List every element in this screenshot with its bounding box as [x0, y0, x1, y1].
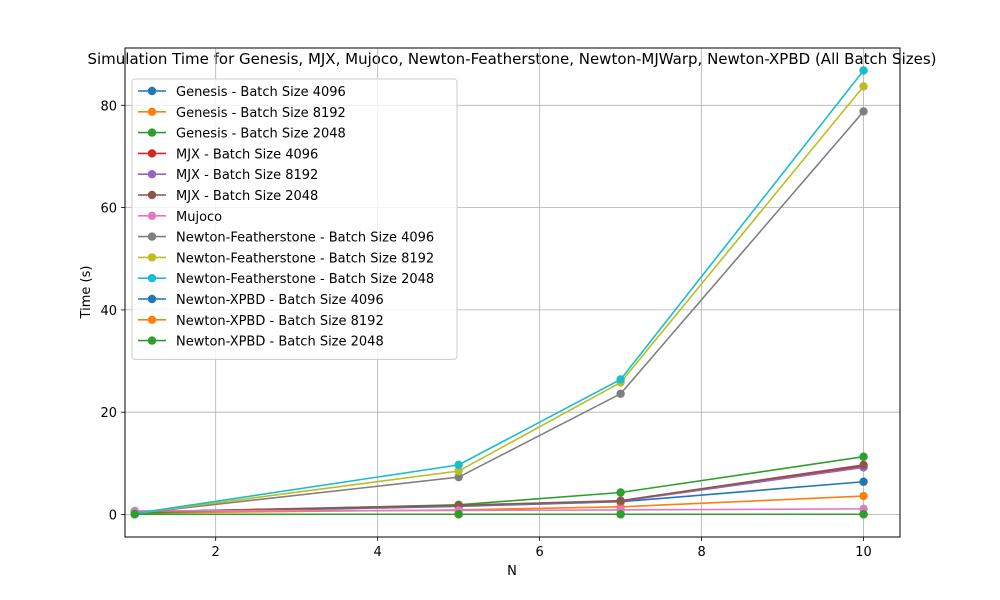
- data-point: [616, 375, 625, 384]
- y-tick-label: 0: [109, 508, 117, 523]
- series: [130, 452, 868, 518]
- series-line: [134, 508, 864, 512]
- data-point: [616, 496, 625, 505]
- data-point: [859, 66, 868, 75]
- series: [130, 463, 868, 517]
- legend-item: Mujoco: [138, 210, 222, 225]
- data-point: [859, 452, 868, 461]
- legend-label: Newton-Featherstone - Batch Size 4096: [176, 231, 434, 246]
- legend-marker: [147, 128, 157, 137]
- series-line: [134, 85, 865, 515]
- legend-item: MJX - Batch Size 2048: [138, 189, 318, 204]
- legend-label: MJX - Batch Size 2048: [176, 189, 318, 204]
- data-point: [859, 460, 868, 470]
- data-point: [859, 491, 868, 501]
- legend-item: Newton-Featherstone - Batch Size 2048: [138, 272, 434, 287]
- series: [130, 460, 868, 517]
- legend-marker: [147, 190, 157, 200]
- legend-item: Genesis - Batch Size 4096: [138, 85, 346, 100]
- y-axis-label: Time (s): [79, 266, 94, 320]
- y-tick-label: 20: [100, 406, 117, 421]
- legend-label: Newton-XPBD - Batch Size 2048: [176, 335, 384, 350]
- legend-label: Newton-XPBD - Batch Size 4096: [176, 293, 384, 308]
- legend-marker: [147, 253, 157, 262]
- x-tick-label: 4: [374, 545, 382, 560]
- legend-box: [131, 78, 458, 360]
- legend-item: Newton-Featherstone - Batch Size 8192: [138, 251, 434, 266]
- legend-item: Newton-XPBD - Batch Size 8192: [138, 314, 384, 329]
- legend-label: Genesis - Batch Size 4096: [176, 85, 346, 100]
- legend-label: Newton-Featherstone - Batch Size 8192: [176, 251, 434, 266]
- series: [130, 510, 868, 519]
- x-tick-label: 2: [212, 545, 220, 560]
- legend-label: Genesis - Batch Size 2048: [176, 127, 346, 142]
- series-line: [134, 70, 865, 515]
- series: [130, 66, 868, 518]
- y-tick-label: 40: [100, 304, 117, 319]
- legend-marker: [147, 232, 157, 241]
- y-tick-label: 60: [100, 202, 117, 217]
- legend-item: Newton-XPBD - Batch Size 2048: [138, 335, 384, 350]
- legend: Genesis - Batch Size 4096 Genesis - Batch…: [131, 78, 458, 360]
- x-tick-label: 10: [855, 545, 872, 560]
- data-point: [616, 389, 625, 398]
- plot-frame: [124, 47, 901, 538]
- legend-label: MJX - Batch Size 8192: [176, 168, 318, 183]
- x-tick-label: 6: [535, 545, 543, 560]
- data-point: [454, 472, 463, 482]
- legend-marker: [147, 274, 157, 283]
- x-tick-label: 8: [697, 545, 705, 560]
- legend-item: MJX - Batch Size 4096: [138, 147, 318, 162]
- series: [130, 461, 868, 517]
- legend-item: Genesis - Batch Size 8192: [138, 106, 346, 121]
- legend-item: MJX - Batch Size 8192: [138, 168, 318, 183]
- legend-marker: [147, 294, 157, 304]
- legend-marker: [147, 86, 157, 96]
- legend-label: Newton-XPBD - Batch Size 8192: [176, 314, 384, 329]
- legend-marker: [147, 211, 157, 220]
- data-point: [454, 466, 463, 476]
- legend-marker: [147, 170, 157, 179]
- series-line: [134, 466, 864, 513]
- legend-marker: [147, 107, 157, 117]
- legend-marker: [147, 336, 157, 345]
- legend-marker: [147, 315, 157, 324]
- legend-label: Mujoco: [176, 210, 222, 225]
- y-tick-label: 80: [100, 99, 117, 114]
- legend-label: Newton-Featherstone - Batch Size 2048: [176, 272, 434, 287]
- data-point: [859, 477, 868, 486]
- data-point: [859, 510, 868, 519]
- data-point: [616, 510, 625, 519]
- legend-item: Newton-Featherstone - Batch Size 4096: [138, 231, 434, 246]
- legend-item: Newton-XPBD - Batch Size 4096: [138, 293, 384, 308]
- series-line: [134, 464, 864, 513]
- data-point: [130, 510, 139, 519]
- data-point: [859, 82, 868, 91]
- data-point: [616, 488, 625, 497]
- legend-item: Genesis - Batch Size 2048: [138, 127, 346, 142]
- chart-title: Simulation Time for Genesis, MJX, Mujoco…: [87, 50, 936, 68]
- x-axis-label: N: [507, 564, 517, 579]
- data-point: [454, 460, 463, 470]
- legend-marker: [147, 149, 157, 158]
- series-layer: [130, 66, 868, 519]
- legend-label: Genesis - Batch Size 8192: [176, 106, 346, 121]
- series-line: [134, 110, 865, 515]
- data-point: [454, 510, 463, 519]
- legend-label: MJX - Batch Size 4096: [176, 147, 318, 162]
- data-point: [859, 107, 868, 116]
- ticks: 2 4 6 8 10 0 20 40 60 80: [100, 99, 871, 560]
